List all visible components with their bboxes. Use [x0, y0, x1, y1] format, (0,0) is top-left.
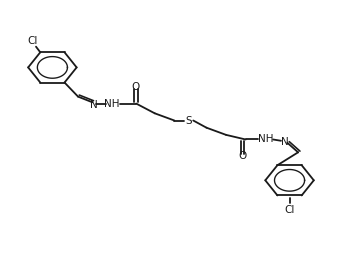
Text: NH: NH — [257, 134, 273, 144]
Text: Cl: Cl — [284, 205, 295, 215]
Text: N: N — [90, 100, 98, 110]
Text: S: S — [185, 116, 192, 125]
Text: N: N — [281, 137, 289, 147]
Text: O: O — [131, 82, 140, 92]
Text: NH: NH — [104, 99, 120, 109]
Text: O: O — [238, 151, 246, 161]
Text: Cl: Cl — [27, 36, 38, 46]
